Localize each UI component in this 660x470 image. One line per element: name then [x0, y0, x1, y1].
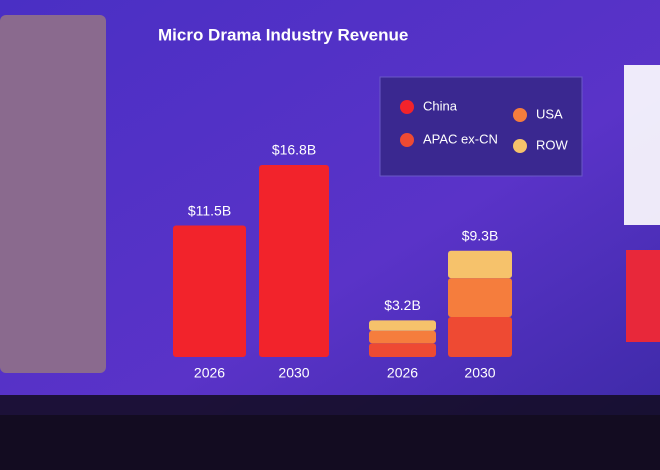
total-label: $9.3B: [462, 227, 499, 243]
bar-segment: [173, 225, 246, 357]
legend-swatch: [400, 133, 414, 147]
chart-title: Micro Drama Industry Revenue: [158, 25, 408, 44]
side-panel: [624, 65, 660, 225]
legend-swatch: [513, 108, 527, 122]
bar-segment: [369, 330, 436, 344]
side-logo: [626, 250, 660, 342]
x-tick-label: 2030: [464, 365, 495, 381]
bar-segment: [448, 316, 512, 357]
legend-swatch: [513, 139, 527, 153]
bar-segment: [448, 250, 512, 279]
total-label: $3.2B: [384, 297, 421, 313]
bar-segment: [369, 320, 436, 331]
legend-label: APAC ex-CN: [423, 131, 498, 146]
bar-segment: [448, 278, 512, 317]
legend-label: ROW: [536, 137, 569, 152]
x-tick-label: 2026: [387, 365, 418, 381]
poster: [0, 15, 106, 373]
audience: [0, 395, 660, 470]
total-label: $11.5B: [188, 202, 231, 218]
slide: [0, 0, 660, 415]
x-tick-label: 2030: [278, 365, 309, 381]
legend-swatch: [400, 100, 414, 114]
bar-segment: [259, 164, 329, 357]
bar-segment: [369, 343, 436, 357]
x-tick-label: 2026: [194, 365, 225, 381]
total-label: $16.8B: [272, 142, 316, 158]
legend-box: [379, 76, 583, 177]
legend-label: China: [423, 98, 458, 113]
legend-label: USA: [536, 106, 563, 121]
